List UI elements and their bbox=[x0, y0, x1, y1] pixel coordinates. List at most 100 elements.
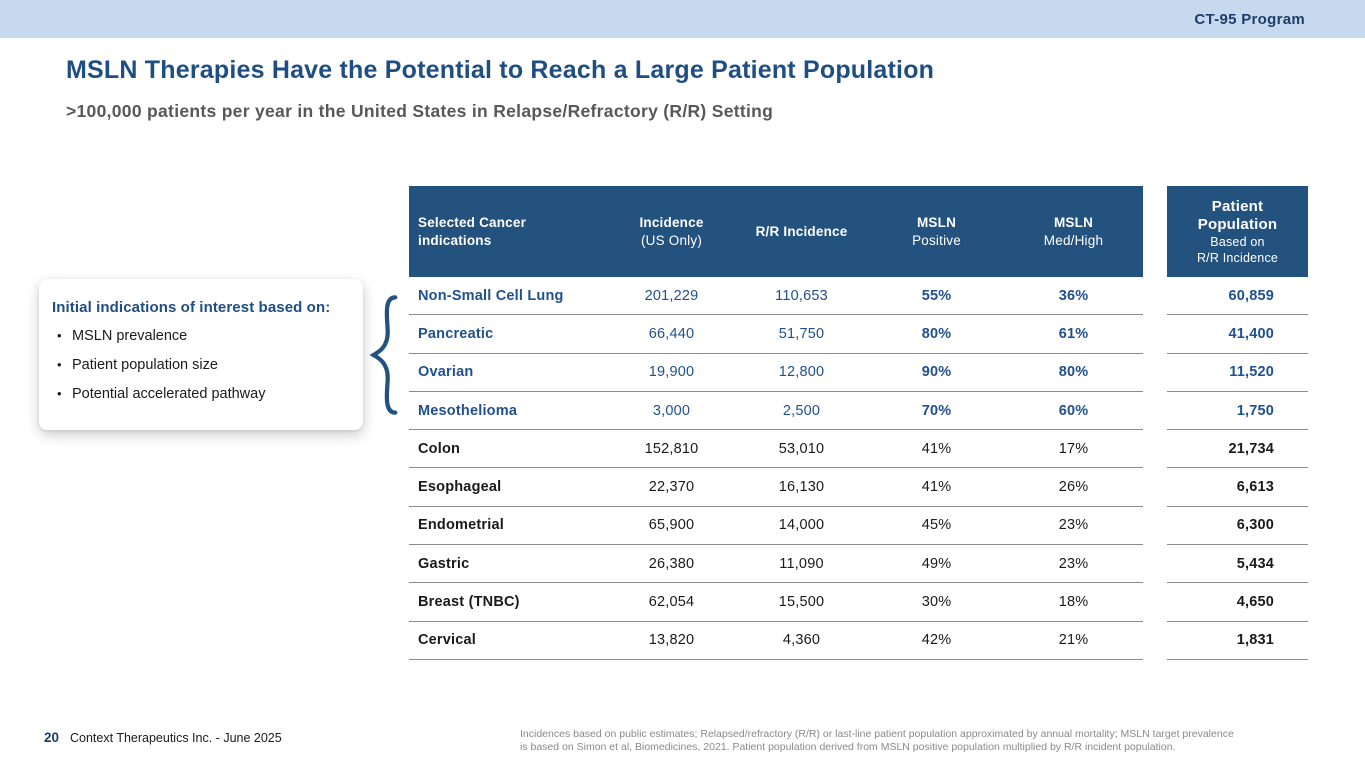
rr-incidence-cell: 14,000 bbox=[778, 517, 825, 534]
patient-population-cell: 60,859 bbox=[1167, 277, 1308, 316]
rr-incidence-cell: 4,360 bbox=[782, 632, 821, 649]
patient-population-cell: 1,831 bbox=[1167, 622, 1308, 660]
indication-cell: Ovarian bbox=[418, 364, 474, 381]
incidence-cell: 19,900 bbox=[648, 364, 695, 381]
msln-positive-cell: 49% bbox=[921, 555, 952, 572]
patient-population-cell: 21,734 bbox=[1167, 430, 1308, 469]
incidence-cell: 3,000 bbox=[652, 402, 691, 419]
table-row: Non-Small Cell Lung 201,229 110,653 55% … bbox=[409, 277, 1143, 316]
callout-bullet-item: • Potential accelerated pathway bbox=[52, 386, 351, 415]
indication-cell: Endometrial bbox=[418, 517, 504, 534]
msln-med-high-cell: 61% bbox=[1058, 325, 1089, 342]
incidence-cell: 62,054 bbox=[648, 594, 695, 611]
msln-med-high-cell: 60% bbox=[1058, 402, 1089, 419]
patient-population-cell: 11,520 bbox=[1167, 354, 1308, 392]
msln-med-high-cell: 23% bbox=[1058, 517, 1089, 534]
patient-population-cell: 4,650 bbox=[1167, 583, 1308, 622]
callout-list: • MSLN prevalence • Patient population size… bbox=[52, 328, 351, 415]
table-row: Esophageal 22,370 16,130 41% 26% bbox=[409, 468, 1143, 507]
msln-med-high-cell: 23% bbox=[1058, 555, 1089, 572]
incidence-cell: 26,380 bbox=[648, 555, 695, 572]
table-row: Endometrial 65,900 14,000 45% 23% bbox=[409, 507, 1143, 546]
callout-bullet-label: Potential accelerated pathway bbox=[72, 386, 266, 402]
table-row: Ovarian 19,900 12,800 90% 80% bbox=[409, 354, 1143, 392]
msln-med-high-cell: 18% bbox=[1058, 594, 1089, 611]
incidence-cell: 152,810 bbox=[644, 440, 699, 457]
msln-med-high-cell: 26% bbox=[1058, 479, 1089, 496]
msln-positive-cell: 55% bbox=[921, 287, 952, 304]
bullet-icon: • bbox=[57, 328, 62, 343]
rr-incidence-cell: 16,130 bbox=[778, 479, 825, 496]
patient-population-cell: 1,750 bbox=[1167, 392, 1308, 431]
table-row: Cervical 13,820 4,360 42% 21% bbox=[409, 622, 1143, 660]
incidence-cell: 65,900 bbox=[648, 517, 695, 534]
callout-bullet-label: Patient population size bbox=[72, 357, 218, 373]
col-header-indication: Selected Cancer indications bbox=[418, 214, 527, 248]
indication-cell: Esophageal bbox=[418, 479, 502, 496]
footnote-line2: is based on Simon et al, Biomedicines, 2… bbox=[520, 740, 1176, 753]
footnote: Incidences based on public estimates; Re… bbox=[520, 728, 1310, 753]
indication-cell: Gastric bbox=[418, 555, 470, 572]
rr-incidence-cell: 12,800 bbox=[778, 364, 825, 381]
patient-population-column: Patient Population Based on R/R Incidenc… bbox=[1167, 186, 1308, 660]
msln-positive-cell: 41% bbox=[921, 479, 952, 496]
callout-bullet-label: MSLN prevalence bbox=[72, 328, 188, 344]
top-banner: CT-95 Program bbox=[0, 0, 1365, 38]
rr-incidence-cell: 11,090 bbox=[779, 555, 824, 572]
indication-cell: Colon bbox=[418, 440, 461, 457]
patient-population-header: Patient Population Based on R/R Incidenc… bbox=[1167, 186, 1308, 277]
msln-med-high-cell: 21% bbox=[1058, 632, 1089, 649]
col-header-incidence: Incidence (US Only) bbox=[639, 214, 704, 248]
callout-bullet-item: • Patient population size bbox=[52, 357, 351, 386]
patient-population-cell: 41,400 bbox=[1167, 315, 1308, 354]
msln-positive-cell: 80% bbox=[921, 325, 952, 342]
indication-cell: Breast (TNBC) bbox=[418, 594, 520, 611]
table-row: Pancreatic 66,440 51,750 80% 61% bbox=[409, 315, 1143, 354]
incidence-cell: 22,370 bbox=[648, 479, 695, 496]
program-badge: CT-95 Program bbox=[1194, 10, 1305, 28]
page-number: 20 bbox=[44, 730, 60, 745]
col-header-msln-positive: MSLN Positive bbox=[912, 214, 961, 248]
brace-icon bbox=[369, 295, 398, 415]
patient-population-cell: 5,434 bbox=[1167, 545, 1308, 584]
callout-box: Initial indications of interest based on… bbox=[39, 279, 363, 430]
page-title: MSLN Therapies Have the Potential to Rea… bbox=[66, 56, 935, 84]
footer-company: Context Therapeutics Inc. - June 2025 bbox=[70, 731, 282, 745]
rr-incidence-cell: 15,500 bbox=[778, 594, 825, 611]
msln-med-high-cell: 17% bbox=[1058, 440, 1089, 457]
msln-med-high-cell: 36% bbox=[1058, 287, 1089, 304]
rr-incidence-cell: 2,500 bbox=[782, 402, 821, 419]
incidence-cell: 201,229 bbox=[644, 287, 699, 304]
incidence-cell: 13,820 bbox=[648, 632, 695, 649]
msln-positive-cell: 70% bbox=[921, 402, 952, 419]
page-subtitle: >100,000 patients per year in the United… bbox=[66, 101, 774, 121]
msln-med-high-cell: 80% bbox=[1058, 364, 1089, 381]
bullet-icon: • bbox=[57, 357, 62, 372]
indication-cell: Non-Small Cell Lung bbox=[418, 287, 564, 304]
msln-positive-cell: 45% bbox=[921, 517, 952, 534]
rr-incidence-cell: 110,653 bbox=[775, 287, 828, 304]
msln-positive-cell: 41% bbox=[921, 440, 952, 457]
callout-title: Initial indications of interest based on… bbox=[52, 299, 331, 316]
patient-population-cell: 6,613 bbox=[1167, 468, 1308, 507]
indication-cell: Cervical bbox=[418, 632, 477, 649]
msln-positive-cell: 30% bbox=[921, 594, 952, 611]
msln-positive-cell: 90% bbox=[921, 364, 952, 381]
col-header-msln-med-high: MSLN Med/High bbox=[1043, 214, 1104, 248]
footnote-line1: Incidences based on public estimates; Re… bbox=[520, 728, 1234, 740]
patient-col-body: 60,859 41,400 11,520 1,750 21,734 6,613 6,300 5… bbox=[1167, 277, 1308, 660]
table-header-row: Selected Cancer indications Incidence (U… bbox=[409, 186, 1143, 277]
table-body: Non-Small Cell Lung 201,229 110,653 55% … bbox=[409, 277, 1143, 660]
msln-positive-cell: 42% bbox=[921, 632, 952, 649]
rr-incidence-cell: 53,010 bbox=[778, 440, 825, 457]
table-row: Mesothelioma 3,000 2,500 70% 60% bbox=[409, 392, 1143, 431]
indication-cell: Mesothelioma bbox=[418, 402, 518, 419]
incidence-cell: 66,440 bbox=[648, 325, 695, 342]
table-row: Gastric 26,380 11,090 49% 23% bbox=[409, 545, 1143, 584]
callout-bullet-item: • MSLN prevalence bbox=[52, 328, 351, 357]
table-row: Colon 152,810 53,010 41% 17% bbox=[409, 430, 1143, 469]
indications-table: Selected Cancer indications Incidence (U… bbox=[409, 186, 1143, 660]
patient-population-cell: 6,300 bbox=[1167, 507, 1308, 546]
bullet-icon: • bbox=[57, 386, 62, 401]
